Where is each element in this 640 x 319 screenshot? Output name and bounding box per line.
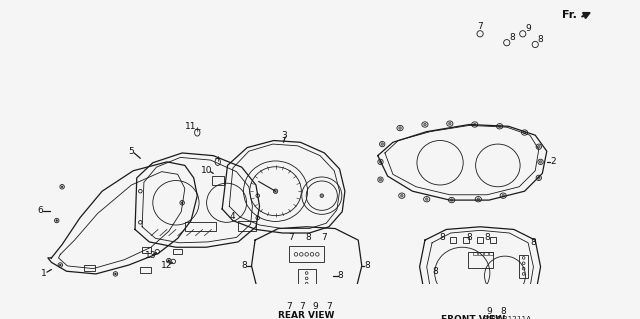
Ellipse shape	[474, 123, 476, 126]
Bar	[484, 252, 488, 255]
Ellipse shape	[426, 198, 428, 201]
Text: 11: 11	[186, 122, 196, 131]
Ellipse shape	[56, 220, 58, 221]
Text: 8: 8	[538, 35, 543, 44]
Ellipse shape	[115, 273, 116, 275]
Text: 8: 8	[509, 33, 515, 42]
Ellipse shape	[401, 194, 403, 197]
Bar	[211, 176, 224, 185]
Ellipse shape	[524, 131, 526, 134]
Ellipse shape	[538, 176, 540, 179]
Ellipse shape	[60, 264, 61, 266]
Ellipse shape	[399, 127, 401, 130]
Ellipse shape	[449, 122, 451, 125]
Text: 1: 1	[42, 270, 47, 278]
Bar	[142, 247, 151, 253]
Text: 13: 13	[145, 251, 157, 260]
Ellipse shape	[181, 202, 183, 204]
Bar	[519, 255, 528, 278]
Text: 7: 7	[326, 302, 332, 311]
Bar	[468, 252, 493, 268]
Bar	[238, 220, 256, 231]
Ellipse shape	[273, 189, 278, 193]
Bar	[477, 237, 483, 243]
Text: 7: 7	[300, 302, 305, 311]
Text: 6: 6	[37, 206, 43, 215]
Text: 9: 9	[486, 307, 492, 316]
Text: 3: 3	[282, 131, 287, 140]
Text: 7: 7	[321, 233, 327, 242]
Text: 8: 8	[337, 271, 343, 280]
Bar	[489, 252, 493, 255]
Text: 8: 8	[484, 233, 490, 242]
Ellipse shape	[379, 160, 382, 163]
Bar	[450, 237, 456, 243]
Ellipse shape	[538, 145, 540, 148]
Text: REAR VIEW: REAR VIEW	[278, 311, 335, 319]
Ellipse shape	[61, 186, 63, 188]
Ellipse shape	[168, 260, 170, 262]
Text: S5P4-B1211A: S5P4-B1211A	[482, 316, 531, 319]
Bar	[84, 265, 95, 271]
Ellipse shape	[502, 194, 504, 197]
Text: 8: 8	[433, 267, 438, 276]
Text: 2: 2	[550, 157, 556, 167]
Bar	[473, 252, 477, 255]
Text: 9: 9	[525, 24, 531, 33]
Text: 8: 8	[241, 261, 247, 271]
Ellipse shape	[477, 198, 479, 201]
Text: FRONT VIEW: FRONT VIEW	[441, 315, 505, 319]
Text: 8: 8	[500, 307, 506, 316]
Text: 8: 8	[364, 261, 370, 271]
Text: 4: 4	[230, 212, 236, 221]
Bar	[173, 249, 182, 254]
Ellipse shape	[451, 199, 453, 201]
Ellipse shape	[381, 143, 383, 145]
Ellipse shape	[499, 125, 501, 128]
Text: 10: 10	[202, 166, 213, 175]
Text: 7: 7	[477, 22, 483, 31]
Bar	[490, 237, 496, 243]
Text: 7: 7	[286, 302, 292, 311]
Bar	[185, 222, 216, 231]
Bar	[289, 246, 324, 262]
Text: 8: 8	[467, 233, 472, 242]
Ellipse shape	[379, 178, 382, 181]
Bar	[463, 237, 469, 243]
Text: 9: 9	[313, 302, 319, 311]
Ellipse shape	[540, 160, 542, 163]
Text: 8: 8	[440, 233, 445, 242]
Text: 5: 5	[129, 147, 134, 156]
Ellipse shape	[424, 123, 426, 126]
Text: 8: 8	[305, 233, 311, 242]
Bar	[478, 252, 483, 255]
Bar	[140, 267, 151, 273]
Text: 7: 7	[288, 233, 294, 242]
Text: 12: 12	[161, 261, 173, 270]
Text: Fr.: Fr.	[561, 10, 577, 20]
Ellipse shape	[320, 194, 324, 197]
Text: 8: 8	[531, 238, 536, 247]
Bar	[298, 270, 316, 294]
